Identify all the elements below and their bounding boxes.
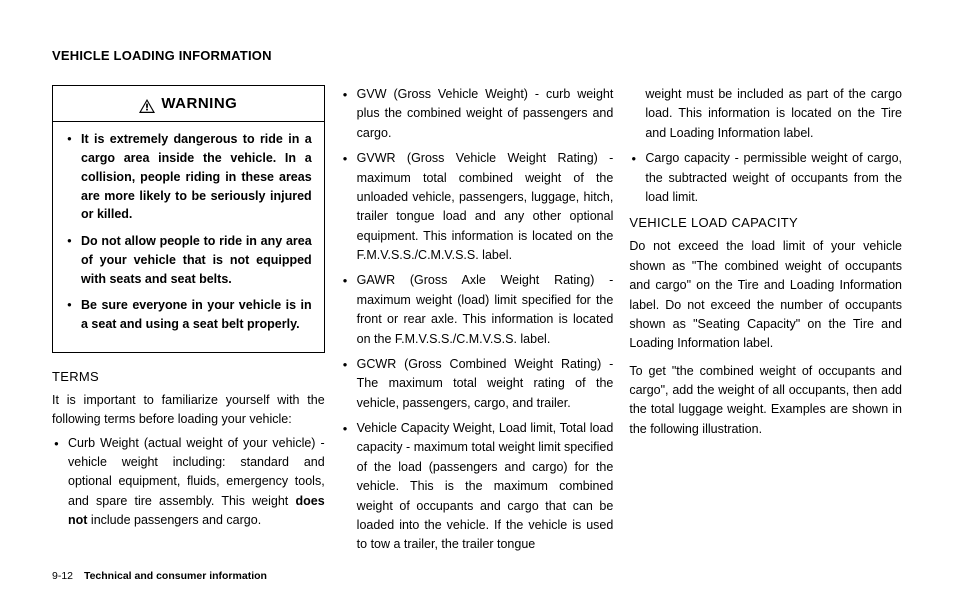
section-title: VEHICLE LOADING INFORMATION bbox=[52, 48, 902, 63]
definition-item: GCWR (Gross Combined Weight Rating) - Th… bbox=[341, 355, 614, 413]
warning-label: WARNING bbox=[161, 92, 237, 115]
warning-box: WARNING It is extremely dangerous to rid… bbox=[52, 85, 325, 353]
content-columns: WARNING It is extremely dangerous to rid… bbox=[52, 85, 902, 561]
column-1: WARNING It is extremely dangerous to rid… bbox=[52, 85, 325, 561]
warning-header: WARNING bbox=[53, 86, 324, 122]
column-2: GVW (Gross Vehicle Weight) - curb weight… bbox=[341, 85, 614, 561]
definition-item: Vehicle Capacity Weight, Load limit, Tot… bbox=[341, 419, 614, 555]
definition-item: GVWR (Gross Vehicle Weight Rating) - max… bbox=[341, 149, 614, 265]
warning-item: It is extremely dangerous to ride in a c… bbox=[67, 130, 312, 224]
page-footer: 9-12 Technical and consumer information bbox=[52, 570, 267, 582]
terms-intro: It is important to familiarize yourself … bbox=[52, 391, 325, 430]
definition-item: GVW (Gross Vehicle Weight) - curb weight… bbox=[341, 85, 614, 143]
warning-triangle-icon bbox=[139, 97, 155, 111]
terms-item-curb: Curb Weight (actual weight of your vehic… bbox=[52, 434, 325, 531]
footer-text: Technical and consumer information bbox=[84, 570, 267, 582]
warning-item: Be sure everyone in your vehicle is in a… bbox=[67, 296, 312, 334]
warning-body: It is extremely dangerous to ride in a c… bbox=[53, 122, 324, 352]
page-number: 9-12 bbox=[52, 570, 73, 582]
warning-item: Do not allow people to ride in any area … bbox=[67, 232, 312, 288]
definition-item: GAWR (Gross Axle Weight Rating) - maximu… bbox=[341, 271, 614, 349]
terms-heading: TERMS bbox=[52, 367, 325, 387]
column-3: weight must be included as part of the c… bbox=[629, 85, 902, 561]
